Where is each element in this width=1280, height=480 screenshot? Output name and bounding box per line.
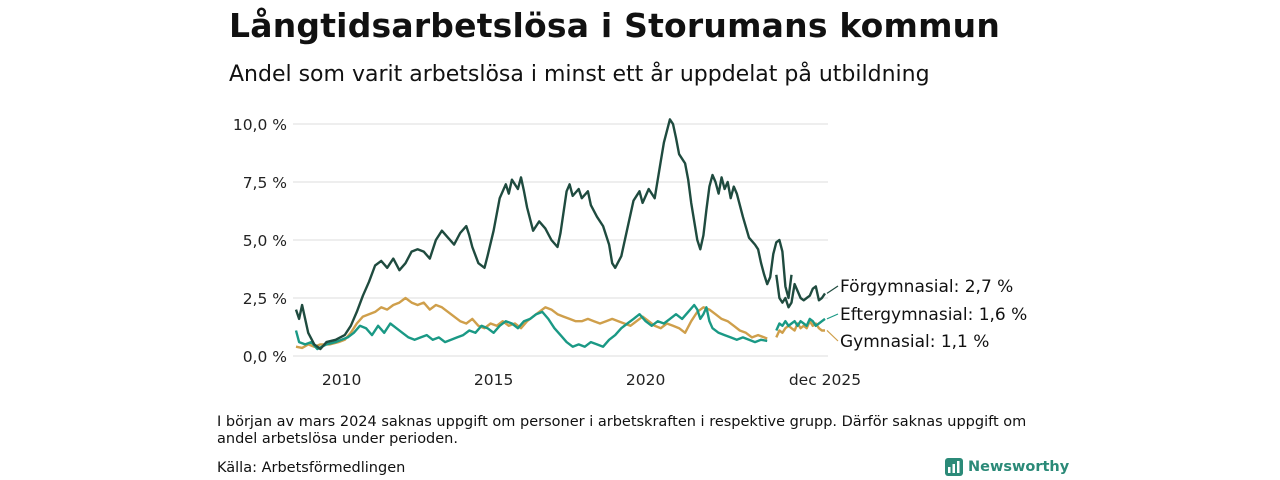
label-leader-line [826, 330, 839, 342]
x-axis-ticks: 2010 2015 2020 dec 2025 [322, 371, 861, 389]
x-tick-label: dec 2025 [789, 371, 861, 389]
y-tick-label: 7,5 % [243, 174, 287, 192]
y-tick-label: 2,5 % [243, 290, 287, 308]
y-tick-label: 0,0 % [243, 348, 287, 366]
grid-lines [293, 123, 828, 357]
series-line-forgymnasial [294, 118, 793, 351]
series-line-eftergymnasial [294, 303, 768, 351]
series-labels: Förgymnasial: 2,7 % Eftergymnasial: 1,6 %… [826, 277, 1027, 352]
chart-subtitle: Andel som varit arbetslösa i minst ett å… [229, 62, 930, 87]
series-line-forgymnasial-recent [775, 274, 826, 309]
label-leader-line [826, 313, 839, 320]
brand-name: Newsworthy [968, 459, 1070, 475]
series-lines [294, 118, 826, 351]
line-chart: 0,0 % 2,5 % 5,0 % 7,5 % 10,0 % 2010 2015 2020 d… [233, 116, 1027, 389]
y-tick-label: 5,0 % [243, 232, 287, 250]
y-axis-ticks: 0,0 % 2,5 % 5,0 % 7,5 % 10,0 % [233, 116, 287, 366]
chart-title: Långtidsarbetslösa i Storumans kommun [229, 6, 1001, 45]
series-label-forgymnasial: Förgymnasial: 2,7 % [840, 277, 1013, 297]
chart-note: I början av mars 2024 saknas uppgift om … [217, 414, 1027, 447]
series-line-gymnasial [295, 296, 768, 350]
series-label-gymnasial: Gymnasial: 1,1 % [840, 332, 989, 352]
x-tick-label: 2020 [626, 371, 665, 389]
series-line-eftergymnasial-recent [775, 317, 826, 331]
chart-source: Källa: Arbetsförmedlingen [217, 460, 406, 476]
x-tick-label: 2010 [322, 371, 361, 389]
label-leader-line [826, 285, 839, 294]
brand-logo: Newsworthy [945, 458, 1069, 476]
newsworthy-icon [945, 458, 963, 476]
x-tick-label: 2015 [474, 371, 513, 389]
y-tick-label: 10,0 % [233, 116, 287, 134]
series-label-eftergymnasial: Eftergymnasial: 1,6 % [840, 305, 1027, 325]
